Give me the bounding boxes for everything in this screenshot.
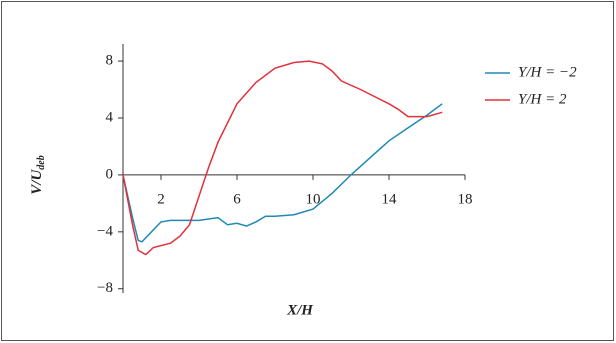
x-tick-label: 14 bbox=[382, 191, 398, 207]
x-axis-label: X/H bbox=[286, 302, 314, 318]
x-tick-label: 18 bbox=[458, 191, 473, 207]
x-tick-label: 6 bbox=[233, 191, 241, 207]
x-tick-label: 2 bbox=[157, 191, 165, 207]
series-line bbox=[122, 60, 443, 256]
y-tick-label: 8 bbox=[106, 53, 114, 69]
y-tick-label: 0 bbox=[106, 166, 114, 182]
x-tick-label: 10 bbox=[306, 191, 321, 207]
legend-label: Y/H = −2 bbox=[518, 64, 577, 80]
y-axis-label: V/Udeb bbox=[29, 155, 47, 194]
y-tick-label: −4 bbox=[97, 223, 113, 239]
y-axis-label-main: V/U bbox=[29, 169, 45, 195]
y-tick-label: −8 bbox=[97, 280, 113, 296]
y-tick-label: 4 bbox=[106, 109, 114, 125]
y-axis-label-group: V/Udeb bbox=[29, 155, 47, 194]
y-axis-label-sub: deb bbox=[36, 155, 47, 169]
legend-label: Y/H = 2 bbox=[518, 91, 567, 107]
series-line bbox=[122, 103, 443, 243]
